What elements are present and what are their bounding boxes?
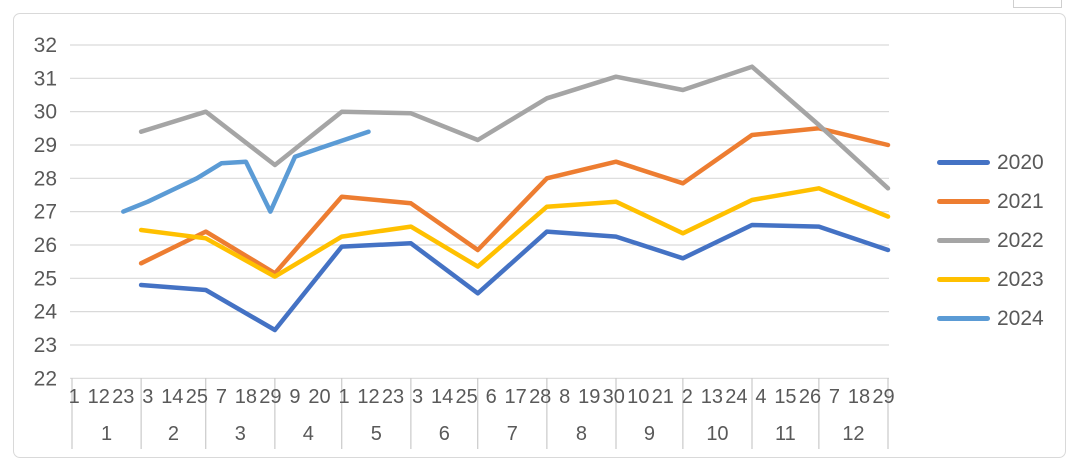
x-day-label: 12 [357,386,379,408]
x-day-label: 15 [774,386,796,408]
x-month-label: 5 [371,423,382,445]
legend-entry-2024[interactable]: 2024 [937,299,1044,338]
x-day-label: 28 [529,386,551,408]
x-day-label: 7 [829,386,840,408]
series-line-2024[interactable] [121,129,371,214]
x-day-label: 20 [308,386,330,408]
x-day-label: 17 [505,386,527,408]
x-day-label: 14 [161,386,183,408]
x-day-label: 1 [338,386,349,408]
legend-label: 2024 [997,307,1044,330]
x-month-label: 4 [303,423,314,445]
legend: 2020 2021 2022 2023 2024 [937,143,1044,338]
legend-swatch-2020 [937,160,990,165]
y-axis-tick-label: 31 [34,67,57,90]
x-day-label: 14 [431,386,453,408]
legend-swatch-2023 [937,277,990,282]
x-day-label: 8 [559,386,570,408]
x-day-label: 2 [682,386,693,408]
gridlines-group [70,44,889,379]
x-day-label: 12 [88,386,110,408]
x-day-label: 6 [486,386,497,408]
x-day-label: 3 [142,386,153,408]
x-month-label: 3 [235,423,246,445]
x-day-label: 25 [455,386,477,408]
legend-label: 2021 [997,190,1044,213]
x-month-label: 10 [706,423,728,445]
legend-swatch-2024 [937,316,990,321]
x-day-label: 9 [289,386,300,408]
legend-swatch-2022 [937,238,990,243]
legend-entry-2021[interactable]: 2021 [937,182,1044,221]
x-month-label: 2 [168,423,179,445]
x-day-label: 4 [755,386,766,408]
cropped-ui-fragment[interactable] [1013,0,1062,8]
x-day-label: 23 [382,386,404,408]
x-month-label: 9 [644,423,655,445]
x-day-label: 3 [412,386,423,408]
y-axis-tick-label: 26 [34,234,57,257]
x-day-label: 24 [725,386,747,408]
x-day-label: 30 [603,386,625,408]
x-day-label: 1 [69,386,80,408]
x-month-label: 12 [842,423,864,445]
x-month-label: 11 [775,423,796,445]
y-axis-tick-label: 28 [34,167,57,190]
y-axis-tick-label: 24 [34,301,58,324]
y-axis-tick-label: 22 [34,367,57,390]
x-day-label: 21 [652,386,674,408]
y-axis-tick-label: 25 [34,267,57,290]
legend-label: 2020 [997,151,1044,174]
series-lines-group [121,64,891,333]
y-axis-tick-label: 30 [34,101,57,124]
y-axis-tick-label: 23 [34,334,57,357]
x-month-label: 1 [101,423,112,445]
x-day-label: 13 [701,386,723,408]
legend-entry-2022[interactable]: 2022 [937,221,1044,260]
legend-entry-2023[interactable]: 2023 [937,260,1044,299]
y-axis-tick-label: 27 [34,201,57,224]
x-month-label: 6 [439,423,450,445]
x-day-label: 19 [578,386,600,408]
y-axis-labels-group: 32 31 30 29 28 27 26 25 24 23 22 [34,34,58,390]
x-day-label: 18 [235,386,257,408]
x-day-label: 18 [848,386,870,408]
legend-label: 2022 [997,229,1044,252]
x-day-label: 29 [872,386,894,408]
y-axis-tick-label: 29 [34,134,57,157]
x-day-label: 7 [216,386,227,408]
series-line-2020[interactable] [138,222,891,333]
x-day-label: 23 [112,386,134,408]
x-day-label: 25 [186,386,208,408]
series-line-2021[interactable] [138,126,891,276]
x-day-label: 29 [259,386,281,408]
series-line-2022[interactable] [138,64,891,191]
x-day-label: 10 [627,386,649,408]
legend-entry-2020[interactable]: 2020 [937,143,1044,182]
series-line-2023[interactable] [138,186,891,279]
x-month-label: 8 [576,423,587,445]
x-day-label: 26 [799,386,821,408]
y-axis-tick-label: 32 [34,34,57,57]
legend-swatch-2021 [937,199,990,204]
x-month-label: 7 [507,423,518,445]
legend-label: 2023 [997,268,1044,291]
